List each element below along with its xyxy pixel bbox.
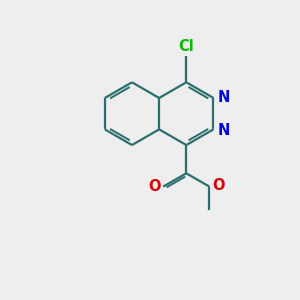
Text: Cl: Cl	[178, 39, 194, 54]
Text: O: O	[148, 179, 160, 194]
Text: O: O	[212, 178, 225, 194]
Text: N: N	[218, 122, 230, 137]
Text: N: N	[218, 90, 230, 105]
